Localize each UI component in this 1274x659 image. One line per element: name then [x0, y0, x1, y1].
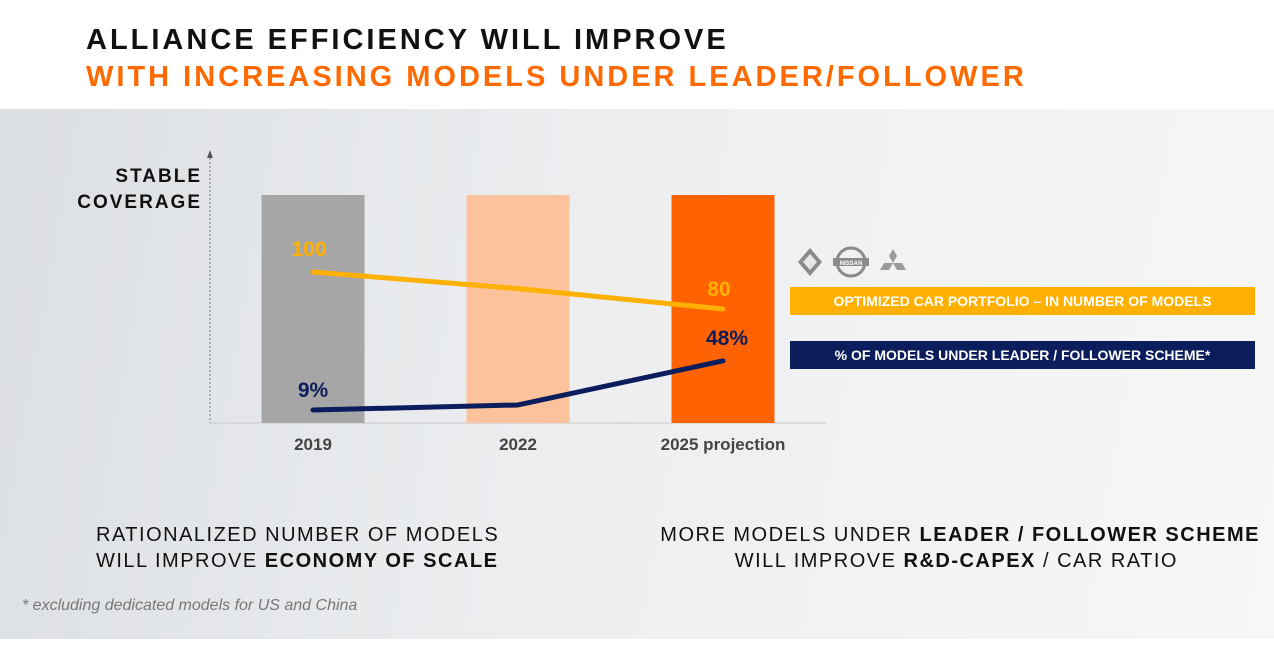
data-label: 80 — [707, 278, 730, 301]
renault-logo — [798, 248, 822, 276]
message-right-line-1: MORE MODELS UNDER LEADER / FOLLOWER SCHE… — [660, 524, 1260, 546]
series-line-1 — [310, 358, 726, 413]
legend-leader-follower: % OF MODELS UNDER LEADER / FOLLOWER SCHE… — [790, 341, 1255, 369]
mitsubishi-logo — [880, 249, 906, 270]
data-label: 100 — [291, 238, 326, 261]
y-axis-label-line-2: COVERAGE — [77, 192, 202, 213]
y-axis-label-line-1: STABLE — [115, 166, 202, 187]
message-left-line-2: WILL IMPROVE ECONOMY OF SCALE — [96, 550, 499, 572]
content-panel — [0, 109, 1274, 639]
nissan-logo: NISSAN — [833, 246, 869, 278]
bar-1 — [466, 195, 570, 423]
message-right-line-2: WILL IMPROVE R&D-CAPEX / CAR RATIO — [734, 550, 1178, 572]
y-axis-label: STABLE COVERAGE — [60, 164, 202, 216]
bar-0 — [261, 195, 365, 423]
message-right: MORE MODELS UNDER LEADER / FOLLOWER SCHE… — [560, 522, 1260, 574]
message-left-line-1: RATIONALIZED NUMBER OF MODELS — [96, 524, 500, 546]
nissan-logo-text: NISSAN — [840, 261, 863, 267]
footnote: * excluding dedicated models for US and … — [22, 597, 358, 614]
legend-portfolio: OPTIMIZED CAR PORTFOLIO – IN NUMBER OF M… — [790, 287, 1255, 315]
data-label: 9% — [298, 379, 329, 402]
title-line-1: ALLIANCE EFFICIENCY WILL IMPROVE — [86, 24, 729, 56]
x-tick-label: 2025 projection — [661, 435, 786, 454]
title-line-2: WITH INCREASING MODELS UNDER LEADER/FOLL… — [86, 61, 1027, 93]
y-axis-arrow-icon — [207, 150, 213, 158]
x-tick-label: 2019 — [294, 435, 332, 454]
brand-logos: NISSAN — [798, 246, 906, 278]
series-line-0 — [310, 269, 726, 312]
data-label: 48% — [706, 327, 748, 350]
x-tick-label: 2022 — [499, 435, 537, 454]
message-left: RATIONALIZED NUMBER OF MODELS WILL IMPRO… — [96, 522, 499, 574]
